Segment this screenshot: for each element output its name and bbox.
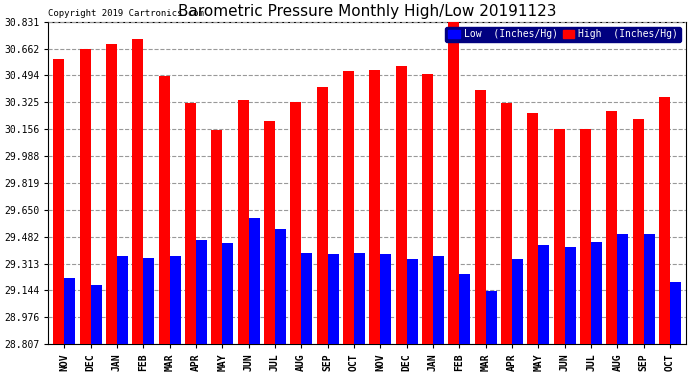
Bar <box>64 278 75 344</box>
Bar <box>317 87 328 344</box>
Bar <box>580 129 591 344</box>
Bar <box>422 75 433 344</box>
Bar <box>53 58 64 344</box>
Bar <box>501 103 512 344</box>
Bar <box>553 129 564 344</box>
Bar <box>248 218 259 344</box>
Bar <box>369 70 380 344</box>
Bar <box>486 291 497 344</box>
Bar <box>211 130 222 344</box>
Bar <box>512 259 523 344</box>
Bar <box>222 243 233 344</box>
Bar <box>395 66 406 344</box>
Bar <box>475 90 486 344</box>
Bar <box>538 245 549 344</box>
Bar <box>527 113 538 344</box>
Bar <box>380 255 391 344</box>
Bar <box>185 103 196 344</box>
Bar <box>275 229 286 344</box>
Bar <box>343 71 354 344</box>
Title: Barometric Pressure Monthly High/Low 20191123: Barometric Pressure Monthly High/Low 201… <box>178 4 556 19</box>
Bar <box>159 76 170 344</box>
Bar <box>659 97 670 344</box>
Bar <box>132 39 144 344</box>
Bar <box>564 246 575 344</box>
Bar <box>90 285 101 344</box>
Bar <box>237 100 248 344</box>
Legend: Low  (Inches/Hg), High  (Inches/Hg): Low (Inches/Hg), High (Inches/Hg) <box>445 27 681 42</box>
Bar <box>354 253 365 344</box>
Bar <box>644 234 655 344</box>
Bar <box>302 253 313 344</box>
Bar <box>670 282 681 344</box>
Bar <box>607 111 618 344</box>
Bar <box>117 256 128 344</box>
Bar <box>79 49 90 344</box>
Text: Copyright 2019 Cartronics.com: Copyright 2019 Cartronics.com <box>48 9 204 18</box>
Bar <box>406 259 417 344</box>
Bar <box>433 256 444 344</box>
Bar <box>633 119 644 344</box>
Bar <box>106 44 117 344</box>
Bar <box>460 274 471 344</box>
Bar <box>448 22 460 344</box>
Bar <box>618 234 629 344</box>
Bar <box>264 121 275 344</box>
Bar <box>328 255 339 344</box>
Bar <box>196 240 207 344</box>
Bar <box>591 242 602 344</box>
Bar <box>170 256 181 344</box>
Bar <box>144 258 155 344</box>
Bar <box>290 102 302 344</box>
